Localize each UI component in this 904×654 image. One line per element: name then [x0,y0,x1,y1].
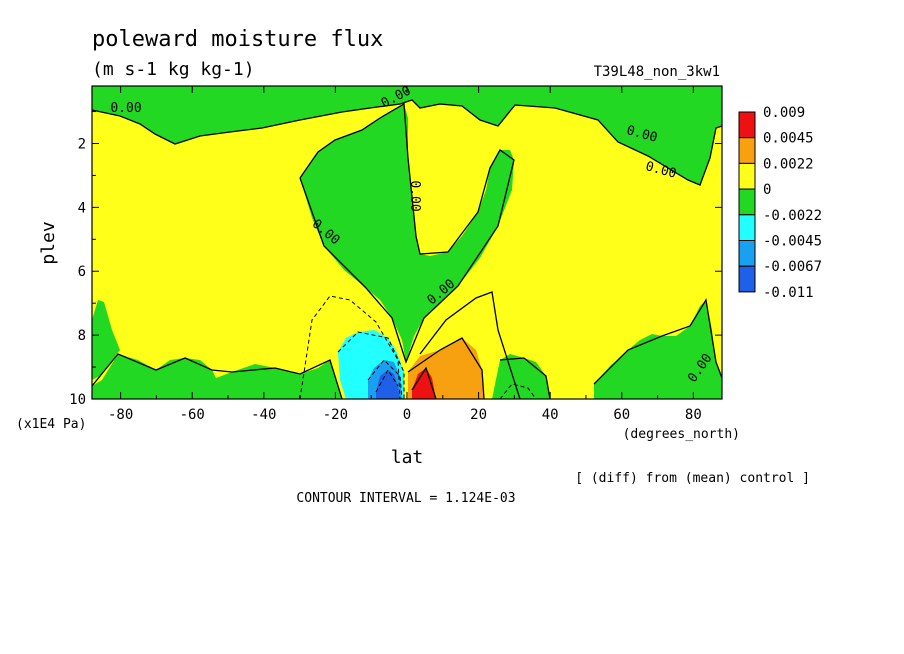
zero-label-2: 0.00 [407,180,422,211]
plot-area: 0.00 0.000.000.000.000.000.000.00 -80 -60-… [69,83,723,423]
colorbar-swatch-3 [738,188,756,216]
axis-ticks: -80 -60 -40 -20 0 20 40 60 80 2 4 6 8 10 [69,86,722,423]
run-label: T39L48_non_3kw1 [594,64,720,80]
colorbar-swatch-4 [738,214,756,242]
colorbar-label-6: -0.0067 [763,259,822,275]
contour-line-solid-2 [91,353,343,400]
colorbar-label-3: 0 [763,182,771,198]
contour-line-dashed-1 [299,295,401,400]
colorbar-swatch-0 [738,111,756,139]
x-axis-units: (degrees_north) [623,427,740,442]
contour-interval: CONTOUR INTERVAL = 1.124E-03 [296,491,515,506]
y-tick-label-6: 6 [78,264,86,280]
contour-line-solid-3 [499,357,551,400]
colorbar-label-4: -0.0022 [763,208,822,224]
contour-line-solid-6 [411,366,437,400]
zero-label-0: 0.00 [110,101,141,116]
colorbar-swatch-6 [738,265,756,293]
x-tick-label-40: 40 [542,407,559,423]
contour-line-solid-4 [593,298,723,385]
contour-fill-regions [92,86,722,399]
comparison-note: [ (diff) from (mean) control ] [575,471,810,486]
contour-line-dashed-0 [337,331,405,399]
x-tick-label-0: 0 [403,407,411,423]
x-axis-label: lat [391,447,424,468]
y-axis-units: (x1E4 Pa) [16,417,86,432]
colorbar: 0.009 0.0045 0.0022 0 -0.0022 -0.0045 -0.0067 -… [738,105,822,301]
contour-line-dashed-4 [499,383,537,400]
x-tick-label--60: -60 [180,407,205,423]
contour-line-solid-7 [419,291,521,400]
x-tick-label-80: 80 [685,407,702,423]
y-tick-label-10: 10 [69,392,86,408]
region-negative-northern-lower [492,354,550,399]
contour-line-solid-5 [407,337,485,400]
colorbar-label-7: -0.011 [763,285,814,301]
y-tick-label-2: 2 [78,136,86,152]
colorbar-swatch-1 [738,137,756,164]
colorbar-label-2: 0.0022 [763,156,814,172]
zero-label-text-0: 0.00 [110,101,141,116]
colorbar-swatch-2 [738,162,756,190]
contour-line-solid-0 [91,99,723,186]
contour-line-dashed-3 [375,369,399,393]
colorbar-label-5: -0.0045 [763,234,822,250]
region-negative-south-core-max [376,370,400,399]
x-tick-label--20: -20 [323,407,348,423]
region-negative-arctic-lower [594,300,722,399]
colorbar-label-0: 0.009 [763,105,805,121]
x-tick-label-20: 20 [470,407,487,423]
y-tick-label-8: 8 [78,328,86,344]
x-tick-label-60: 60 [613,407,630,423]
zero-label-text-2: 0.00 [407,180,422,211]
y-axis-label: plev [38,221,59,264]
region-positive-north-core-max [412,368,436,399]
colorbar-swatch-5 [738,240,756,267]
x-tick-label--80: -80 [108,407,133,423]
region-negative-southern-lower [92,354,342,399]
y-tick-label-4: 4 [78,200,86,216]
region-negative-upper-band [92,86,722,185]
contour-line-solid-1 [299,102,515,364]
chart-subtitle: (m s-1 kg kg-1) [92,59,255,80]
chart-title: poleward moisture flux [92,27,383,52]
colorbar-label-1: 0.0045 [763,131,814,147]
contour-lines [91,99,723,400]
contour-line-dashed-2 [367,359,403,400]
region-negative-tropical-wedge [300,104,514,362]
x-tick-label--40: -40 [251,407,276,423]
region-negative-polar-south [92,300,120,380]
